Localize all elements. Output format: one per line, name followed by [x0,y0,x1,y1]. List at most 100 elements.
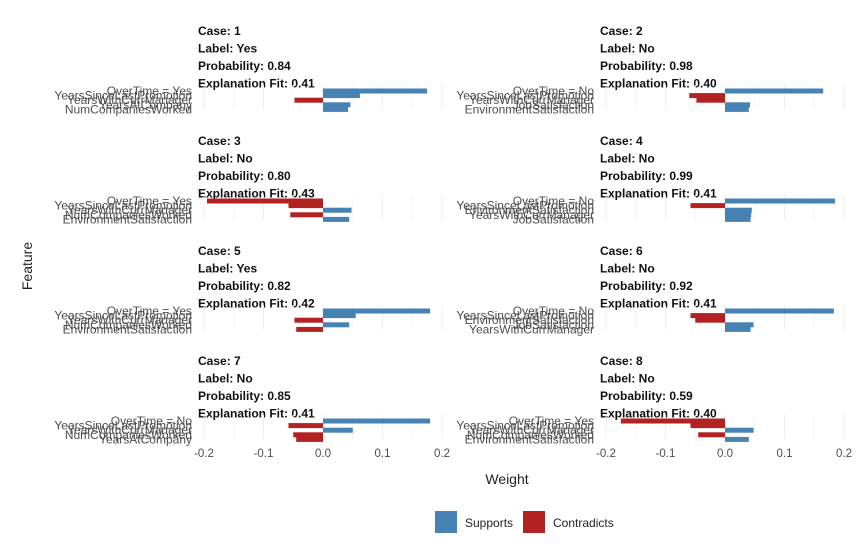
y-axis-title: Feature [19,242,35,290]
weight-bar [323,207,352,213]
weight-bar [725,436,749,442]
case-explanation-fit: Explanation Fit: 0.43 [198,187,315,201]
case-explanation-fit: Explanation Fit: 0.41 [198,407,315,421]
weight-bar [294,317,323,323]
panel-case-5: Case: 5 Label: Yes Probability: 0.82 Explan… [54,244,443,336]
legend-label-supports: Supports [465,516,513,530]
legend-label-contradicts: Contradicts [553,516,614,530]
case-title: Case: 7 [198,354,241,368]
weight-bar [695,317,725,323]
feature-label: OverTime = No [513,304,595,318]
feature-label: EnvironmentSatisfaction [465,203,594,217]
feature-label: JobSatisfaction [513,318,594,332]
feature-label: YearsWithCurrManager [469,423,594,437]
weight-bar [296,326,323,332]
x-tick-label: 0.2 [836,448,852,460]
feature-label: NumCompaniesWorked [65,208,192,222]
feature-label: NumCompaniesWorked [467,428,594,442]
case-title: Case: 8 [600,354,643,368]
feature-label: YearsWithCurrManager [67,203,192,217]
case-label: Label: Yes [198,42,257,56]
facet-panels: Case: 1 Label: Yes Probability: 0.84 Explan… [54,24,845,446]
feature-label: YearsSinceLastPromotion [54,199,192,213]
feature-label: OverTime = Yes [509,414,594,428]
weight-bar [323,418,431,424]
weight-bar [288,203,323,209]
weight-bar [698,432,725,438]
feature-label: YearsWithCurrManager [469,322,594,336]
weight-bar [725,216,751,222]
weight-bar [725,308,834,314]
feature-label: OverTime = Yes [107,84,192,98]
case-explanation-fit: Explanation Fit: 0.41 [198,77,315,91]
weight-bar [293,432,323,438]
case-label: Label: No [600,372,655,386]
feature-label: YearsSinceLastPromotion [54,89,192,103]
weight-bar [323,102,351,108]
panel-case-7: Case: 7 Label: No Probability: 0.85 Explana… [54,354,443,446]
case-explanation-fit: Explanation Fit: 0.42 [198,297,315,311]
weight-bar [690,203,725,209]
feature-label: EnvironmentSatisfaction [465,313,594,327]
feature-label: YearsSinceLastPromotion [456,89,594,103]
weight-bar [696,97,725,103]
weight-bar [323,313,356,319]
case-probability: Probability: 0.80 [198,169,291,183]
case-probability: Probability: 0.92 [600,279,693,293]
feature-label: EnvironmentSatisfaction [465,102,594,116]
feature-label: YearsWithCurrManager [469,93,594,107]
feature-label: EnvironmentSatisfaction [465,432,594,446]
case-label: Label: No [600,262,655,276]
panel-case-2: Case: 2 Label: No Probability: 0.98 Explana… [456,24,845,116]
weight-bar [206,198,323,204]
x-tick-label: 0.0 [717,448,733,460]
feature-label: EnvironmentSatisfaction [63,322,192,336]
case-probability: Probability: 0.85 [198,389,291,403]
feature-label: YearsSinceLastPromotion [456,309,594,323]
legend: Supports Contradicts [435,511,614,533]
case-label: Label: No [600,42,655,56]
weight-bar [323,93,360,99]
case-title: Case: 3 [198,134,241,148]
feature-label: YearsAtCompany [99,98,192,112]
weight-bar [725,207,752,213]
legend-swatch-supports [435,511,457,533]
weight-bar [288,423,323,429]
panel-case-1: Case: 1 Label: Yes Probability: 0.84 Explan… [54,24,443,116]
weight-bar [725,322,754,328]
case-label: Label: Yes [198,262,257,276]
feature-label: YearsSinceLastPromotion [456,419,594,433]
feature-label: YearsAtCompany [99,432,192,446]
weight-bar [620,418,725,424]
case-explanation-fit: Explanation Fit: 0.40 [600,407,717,421]
case-probability: Probability: 0.84 [198,59,291,73]
feature-label: YearsWithCurrManager [67,313,192,327]
feature-label: OverTime = Yes [107,304,192,318]
weight-bar [323,88,428,94]
feature-label: JobSatisfaction [513,98,594,112]
weight-bar [323,322,350,328]
case-probability: Probability: 0.99 [600,169,693,183]
weight-bar [296,436,323,442]
x-tick-label: 0.0 [315,448,331,460]
feature-label: NumCompaniesWorked [65,102,192,116]
weight-bar [290,212,323,218]
case-title: Case: 6 [600,244,643,258]
weight-bar [725,198,836,204]
weight-bar [725,212,752,218]
case-title: Case: 1 [198,24,241,38]
feature-label: YearsSinceLastPromotion [54,309,192,323]
case-title: Case: 5 [198,244,241,258]
case-title: Case: 4 [600,134,643,148]
case-title: Case: 2 [600,24,643,38]
feature-label: YearsSinceLastPromotion [54,419,192,433]
panel-case-6: Case: 6 Label: No Probability: 0.92 Explana… [456,244,845,336]
x-tick-label: -0.1 [254,448,274,460]
panel-case-3: Case: 3 Label: No Probability: 0.80 Explana… [54,134,443,226]
feature-label: OverTime = No [513,84,595,98]
feature-label: YearsWithCurrManager [469,208,594,222]
case-probability: Probability: 0.98 [600,59,693,73]
weight-bar [725,427,754,433]
weight-bar [725,88,824,94]
x-axes: -0.2 -0.1 0.0 0.1 0.2 -0.2 -0.1 0.0 0.1 0.2 [194,448,852,460]
